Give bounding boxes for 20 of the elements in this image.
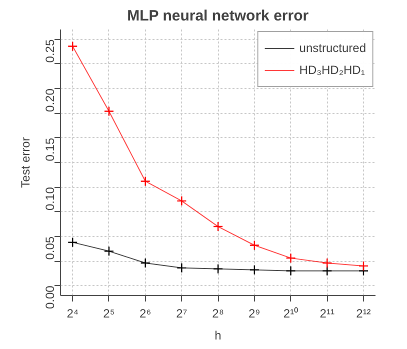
- x-tick-label: 2⁹: [248, 306, 260, 320]
- x-tick-label: 2⁸: [212, 306, 224, 320]
- x-tick-label: 2⁵: [103, 306, 115, 320]
- x-tick-label: 2¹²: [356, 306, 371, 320]
- x-tick-label: 2¹¹: [320, 306, 334, 320]
- y-tick-label: 0.10: [43, 186, 57, 210]
- y-tick-label: 0.25: [43, 39, 57, 63]
- x-axis-title: h: [214, 328, 222, 342]
- y-tick-label: 0.15: [43, 138, 57, 162]
- y-tick-label: 0.20: [43, 88, 57, 112]
- x-tick-label: 2⁷: [176, 306, 188, 320]
- chart-title: MLP neural network error: [127, 8, 309, 24]
- y-tick-label: 0.00: [43, 285, 57, 310]
- legend-label: HD₃HD₂HD₁: [299, 63, 365, 77]
- y-axis-title: Test error: [18, 137, 32, 188]
- x-tick-label: 2¹⁰: [283, 306, 298, 320]
- legend-label: unstructured: [299, 41, 366, 55]
- x-tick-label: 2⁶: [140, 306, 152, 320]
- x-tick-label: 2⁴: [66, 306, 79, 320]
- y-tick-label: 0.05: [43, 236, 57, 260]
